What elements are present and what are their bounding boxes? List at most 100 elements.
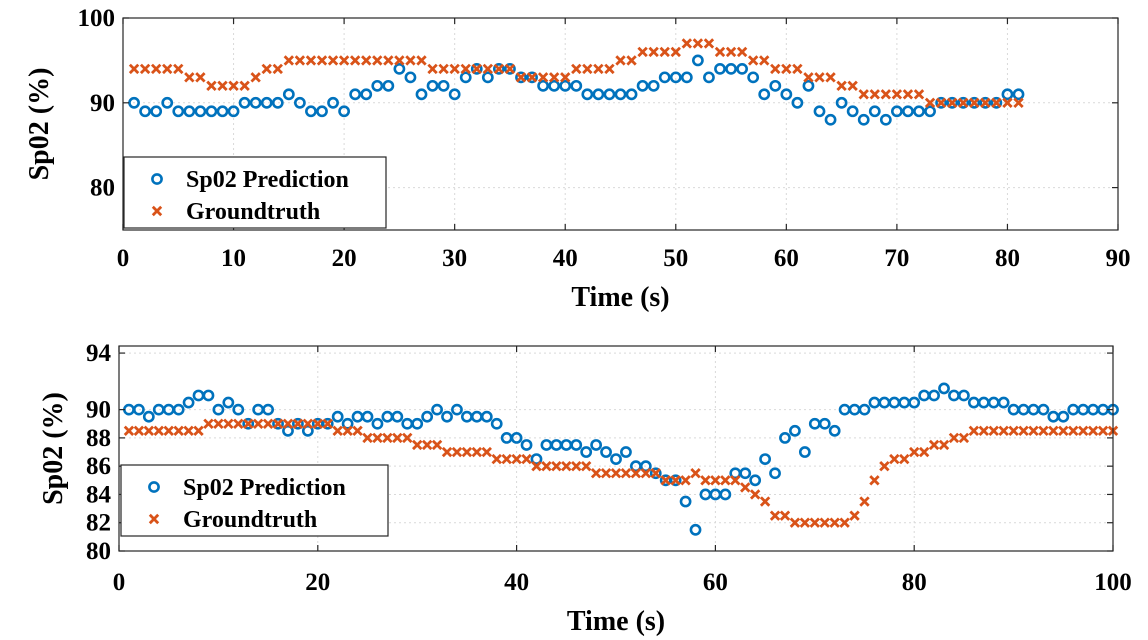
prediction-point — [835, 96, 848, 109]
groundtruth-point — [968, 425, 980, 437]
legend: Sp02 Prediction Groundtruth — [120, 464, 389, 537]
groundtruth-point — [803, 72, 814, 83]
groundtruth-point — [781, 63, 792, 75]
prediction-point — [691, 54, 704, 67]
prediction-point — [725, 62, 737, 75]
prediction-point — [316, 105, 328, 118]
prediction-point — [639, 460, 652, 473]
prediction-point — [537, 79, 550, 92]
y-tick-label: 88 — [86, 425, 111, 452]
groundtruth-point — [736, 46, 748, 58]
prediction-point — [492, 62, 505, 75]
groundtruth-point — [402, 432, 413, 444]
groundtruth-point — [814, 72, 825, 83]
prediction-point — [908, 396, 921, 409]
groundtruth-point — [501, 453, 512, 465]
prediction-point — [957, 96, 970, 109]
prediction-point — [758, 88, 771, 101]
groundtruth-point — [526, 72, 538, 83]
legend-groundtruth-marker — [148, 513, 160, 525]
groundtruth-point — [580, 460, 592, 472]
groundtruth-point — [372, 55, 383, 66]
prediction-point — [779, 431, 791, 444]
prediction-point — [393, 62, 406, 75]
legend-groundtruth-label: Groundtruth — [183, 507, 317, 533]
prediction-point — [620, 446, 632, 458]
prediction-point — [791, 96, 804, 109]
groundtruth-point — [924, 97, 936, 108]
groundtruth-point — [272, 63, 283, 75]
groundtruth-point — [283, 55, 295, 66]
legend-prediction-marker — [151, 173, 163, 185]
groundtruth-point — [1008, 425, 1019, 437]
groundtruth-point — [749, 489, 761, 500]
x-tick-label: 40 — [553, 245, 578, 272]
legend-prediction-marker — [148, 481, 160, 493]
groundtruth-point — [789, 517, 801, 528]
groundtruth-point — [946, 97, 958, 108]
groundtruth-point — [799, 517, 811, 528]
groundtruth-point — [561, 460, 572, 472]
groundtruth-point — [150, 63, 162, 75]
groundtruth-point — [213, 418, 224, 429]
prediction-point — [421, 410, 434, 423]
groundtruth-point — [412, 439, 423, 451]
groundtruth-point — [504, 63, 516, 75]
groundtruth-point — [714, 46, 726, 58]
groundtruth-point — [228, 80, 239, 92]
y-tick-label: 82 — [86, 510, 111, 537]
groundtruth-point — [431, 439, 443, 451]
groundtruth-point — [710, 475, 721, 486]
x-tick-label: 0 — [113, 569, 126, 596]
groundtruth-point — [880, 89, 892, 100]
groundtruth-point — [759, 55, 770, 66]
groundtruth-point — [262, 418, 274, 429]
prediction-point — [990, 96, 1003, 109]
groundtruth-point — [615, 55, 626, 66]
groundtruth-point — [991, 97, 1002, 108]
prediction-point — [846, 105, 859, 118]
y-tick-label: 80 — [86, 538, 111, 565]
prediction-point — [902, 105, 914, 118]
prediction-point — [194, 105, 207, 118]
prediction-point — [242, 417, 255, 430]
y-tick-label: 80 — [90, 175, 115, 202]
groundtruth-point — [1048, 425, 1059, 437]
prediction-point — [1012, 88, 1025, 101]
groundtruth-point — [913, 89, 925, 100]
groundtruth-point — [441, 446, 453, 458]
prediction-point — [331, 410, 344, 423]
prediction-point — [570, 79, 583, 92]
prediction-point — [614, 88, 627, 101]
groundtruth-point — [869, 89, 880, 100]
x-tick-label: 0 — [117, 245, 130, 272]
prediction-point — [431, 403, 443, 416]
prediction-point — [520, 439, 533, 451]
x-tick-label: 90 — [1106, 245, 1131, 272]
prediction-point — [946, 96, 959, 109]
prediction-point — [789, 424, 801, 437]
groundtruth-point — [759, 496, 771, 507]
groundtruth-point — [935, 97, 947, 108]
groundtruth-point — [604, 63, 615, 75]
prediction-point — [679, 495, 692, 508]
x-tick-label: 60 — [774, 245, 799, 272]
groundtruth-point — [183, 425, 194, 437]
prediction-point — [232, 403, 245, 416]
prediction-point — [361, 410, 374, 423]
prediction-point — [293, 96, 306, 109]
groundtruth-point — [571, 460, 582, 472]
groundtruth-point — [620, 468, 632, 479]
prediction-point — [658, 71, 671, 84]
series-groundtruth — [123, 418, 1119, 528]
groundtruth-point — [720, 475, 731, 486]
prediction-point — [161, 96, 174, 109]
series-groundtruth — [128, 38, 1024, 108]
x-tick-label: 80 — [902, 569, 927, 596]
groundtruth-point — [223, 418, 234, 429]
prediction-point — [437, 79, 450, 92]
legend-groundtruth-marker — [151, 205, 163, 217]
groundtruth-point — [203, 418, 214, 429]
prediction-point — [391, 410, 404, 423]
prediction-point — [327, 96, 339, 109]
